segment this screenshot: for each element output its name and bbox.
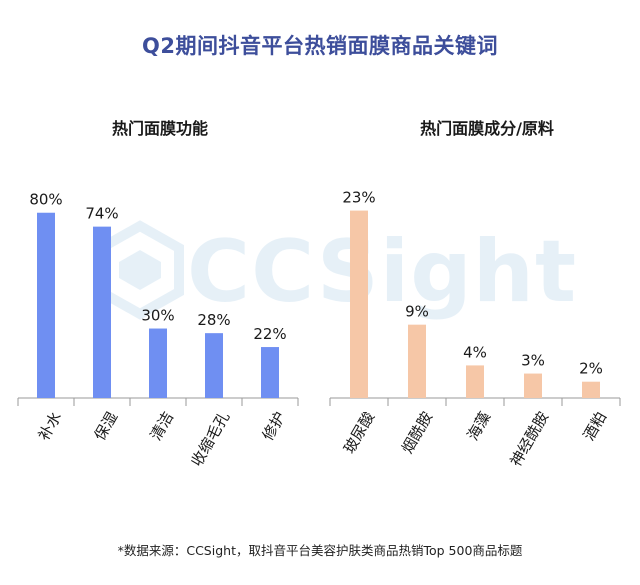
category-label: 保湿: [91, 409, 122, 444]
chart-ingredients: 热门面膜成分/原料 23% 玻尿酸 9% 烟酰胺 4% 海藻 3% 神经酰胺 2% 酒粕: [329, 119, 621, 470]
category-label: 烟酰胺: [398, 409, 436, 457]
data-label: 30%: [141, 307, 174, 325]
category-label: 海藻: [464, 409, 495, 444]
bar: [37, 212, 55, 398]
chart-title: 热门面膜成分/原料: [420, 119, 554, 138]
data-label: 9%: [405, 303, 429, 321]
data-source-footnote: *数据来源：CCSight，取抖音平台美容护肤类商品热销Top 500商品标题: [117, 543, 523, 558]
bar: [350, 210, 368, 398]
data-label: 74%: [85, 205, 118, 223]
data-label: 80%: [29, 191, 62, 209]
bar: [524, 373, 542, 398]
data-label: 3%: [521, 352, 545, 370]
category-label: 收缩毛孔: [188, 409, 234, 470]
chart-functions: 热门面膜功能 80% 补水 74% 保湿 30% 清洁 28% 收缩毛孔 22% 修护: [17, 119, 299, 470]
bar: [408, 324, 426, 398]
page-title: Q2期间抖音平台热销面膜商品关键词: [142, 34, 498, 58]
category-label: 补水: [35, 409, 66, 444]
data-label: 22%: [253, 325, 286, 343]
category-label: 神经酰胺: [507, 409, 553, 470]
bar: [149, 328, 167, 398]
bar: [466, 365, 484, 398]
category-label: 修护: [259, 409, 290, 444]
bar: [93, 226, 111, 398]
data-label: 23%: [342, 189, 375, 207]
category-label: 酒粕: [580, 409, 611, 444]
data-label: 2%: [579, 360, 603, 378]
bar: [261, 347, 279, 398]
data-label: 28%: [197, 311, 230, 329]
data-label: 4%: [463, 343, 487, 361]
bar: [582, 381, 600, 398]
chart-title: 热门面膜功能: [112, 119, 208, 138]
bar: [205, 333, 223, 398]
category-label: 玻尿酸: [340, 409, 378, 457]
category-label: 清洁: [147, 409, 178, 444]
